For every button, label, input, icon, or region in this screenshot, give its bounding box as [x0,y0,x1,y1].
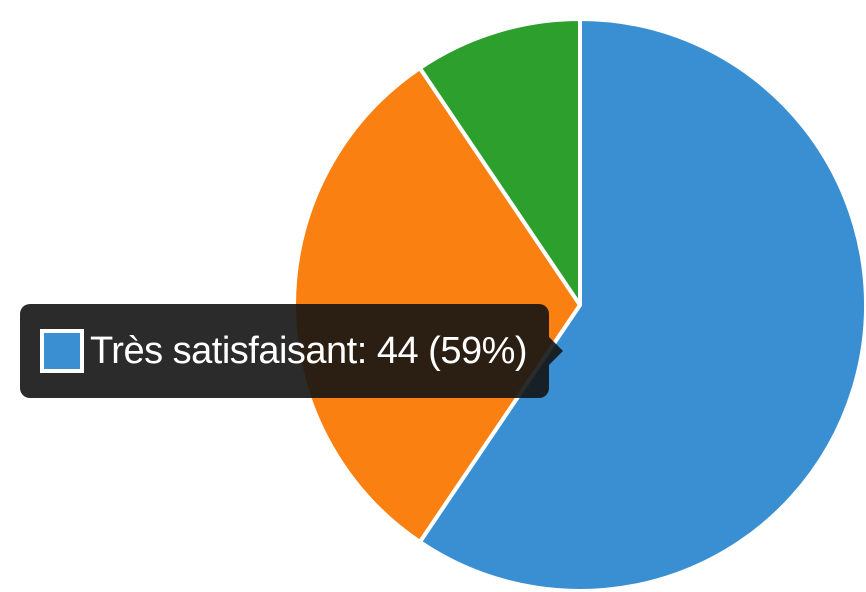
tooltip-text: Très satisfaisant: 44 (59%) [90,329,528,372]
slice-tooltip: Très satisfaisant: 44 (59%) [20,304,564,398]
pie-slice-3[interactable] [417,17,582,307]
pie-slice-1[interactable] [417,17,866,592]
tooltip-color-swatch [40,329,84,373]
